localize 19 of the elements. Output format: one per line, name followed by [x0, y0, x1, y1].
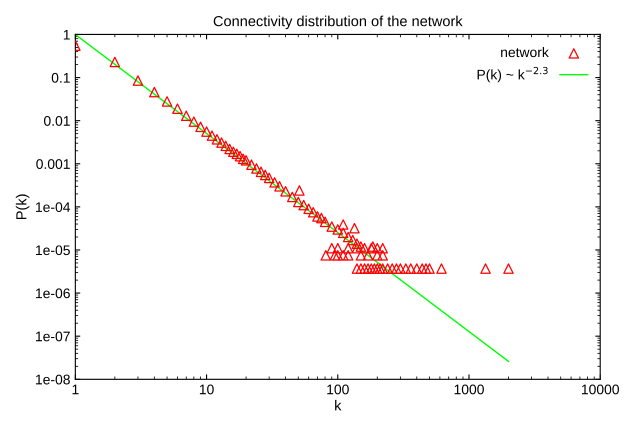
chart-title: Connectivity distribution of the network: [214, 16, 463, 30]
y-tick-label: 1e-06: [36, 288, 70, 298]
y-tick-label: 1: [64, 30, 70, 40]
y-axis-title: P(k): [16, 194, 30, 220]
y-tick-label: 1e-08: [36, 374, 70, 384]
y-tick-label: 1e-07: [36, 332, 70, 342]
x-tick-label: 1: [72, 384, 79, 394]
y-tick-label: 0.01: [44, 116, 70, 126]
x-axis-title: k: [335, 400, 342, 410]
y-tick-label: 1e-04: [36, 202, 70, 212]
y-tick-label: 0.001: [36, 159, 70, 169]
x-tick-label: 10: [200, 384, 214, 394]
y-tick-label: 0.1: [52, 72, 70, 83]
x-tick-label: 1000: [454, 384, 484, 394]
legend-label: network: [501, 46, 549, 58]
legend-label: P(k) ~ k$^{−2.3}$: [478, 66, 548, 82]
x-tick-label: 10000: [582, 384, 619, 394]
y-tick-label: 1e-05: [36, 245, 70, 256]
x-tick-label: 100: [327, 384, 349, 394]
